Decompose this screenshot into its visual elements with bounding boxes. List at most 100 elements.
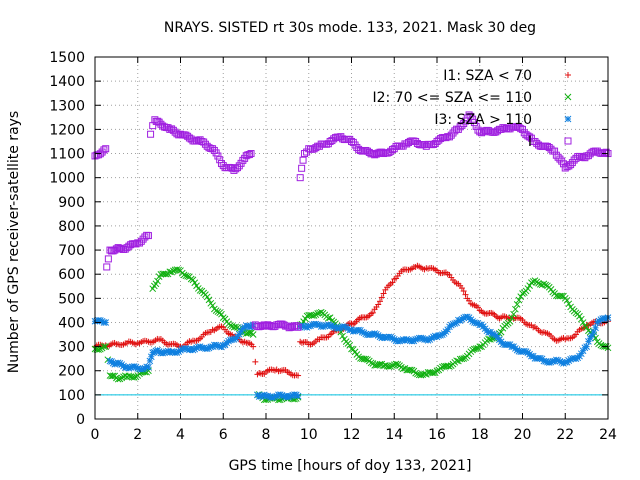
y-tick-label: 200 bbox=[58, 364, 85, 380]
data-point bbox=[517, 125, 525, 133]
data-point bbox=[203, 142, 211, 150]
y-tick-label: 600 bbox=[58, 267, 85, 283]
y-tick-label: 0 bbox=[76, 412, 85, 428]
x-tick-label: 18 bbox=[471, 427, 489, 443]
data-point bbox=[460, 355, 468, 362]
x-tick-label: 10 bbox=[300, 427, 318, 443]
data-point bbox=[292, 322, 300, 330]
data-point bbox=[506, 125, 514, 133]
data-point bbox=[289, 323, 297, 331]
data-point bbox=[173, 130, 181, 138]
data-point bbox=[472, 345, 480, 352]
data-point bbox=[381, 362, 389, 369]
data-point bbox=[314, 310, 322, 317]
data-point bbox=[114, 375, 122, 383]
data-point bbox=[524, 132, 532, 140]
data-point bbox=[375, 301, 382, 308]
data-point bbox=[258, 322, 266, 330]
data-point bbox=[324, 314, 332, 322]
data-point bbox=[581, 154, 589, 162]
data-point bbox=[380, 290, 387, 297]
data-point bbox=[295, 372, 302, 379]
data-point bbox=[116, 375, 124, 383]
data-point bbox=[193, 137, 201, 145]
data-point bbox=[250, 343, 257, 350]
data-point bbox=[100, 343, 108, 350]
data-point bbox=[558, 292, 566, 300]
data-point bbox=[216, 156, 224, 164]
data-point bbox=[155, 118, 163, 126]
data-point bbox=[232, 323, 240, 331]
data-point bbox=[446, 363, 453, 370]
data-point bbox=[209, 145, 217, 153]
data-point bbox=[300, 150, 308, 158]
data-point bbox=[597, 341, 605, 349]
data-point bbox=[266, 321, 274, 329]
data-point bbox=[136, 239, 144, 247]
data-point bbox=[358, 147, 366, 155]
data-point bbox=[339, 135, 347, 143]
data-point bbox=[374, 149, 382, 157]
data-point bbox=[127, 241, 135, 249]
data-point bbox=[392, 360, 400, 368]
data-point bbox=[162, 270, 170, 278]
data-point bbox=[412, 369, 419, 377]
data-point bbox=[159, 122, 167, 130]
data-point bbox=[479, 128, 487, 136]
x-tick-label: 22 bbox=[556, 427, 574, 443]
data-point bbox=[367, 359, 375, 367]
data-point bbox=[278, 320, 286, 328]
y-tick-label: 500 bbox=[58, 291, 85, 307]
data-point bbox=[576, 312, 583, 320]
data-point bbox=[372, 150, 380, 158]
data-point bbox=[430, 369, 437, 377]
data-point bbox=[556, 155, 564, 163]
series-3 bbox=[91, 313, 612, 401]
data-point bbox=[116, 244, 124, 252]
data-point bbox=[399, 142, 407, 150]
data-point bbox=[369, 150, 377, 158]
legend: I1: SZA < 70 I2: 70 <= SZA <= 110 I3: SZA … bbox=[372, 68, 572, 150]
x-tick-label: 14 bbox=[385, 427, 403, 443]
data-point bbox=[421, 370, 428, 378]
data-point bbox=[572, 154, 580, 162]
data-point bbox=[251, 321, 259, 329]
data-point bbox=[100, 146, 108, 154]
data-point bbox=[298, 164, 306, 172]
y-tick-label: 700 bbox=[58, 243, 85, 259]
data-point bbox=[147, 130, 155, 138]
data-point bbox=[214, 308, 222, 316]
data-point bbox=[104, 255, 112, 263]
data-point bbox=[139, 235, 147, 243]
data-point bbox=[472, 122, 480, 130]
data-point bbox=[283, 322, 291, 330]
x-tick-label: 16 bbox=[428, 427, 446, 443]
data-point bbox=[465, 111, 473, 119]
data-point bbox=[252, 358, 259, 365]
x-tick-label: 0 bbox=[91, 427, 100, 443]
data-point bbox=[339, 332, 346, 340]
data-point bbox=[130, 374, 138, 381]
data-point bbox=[310, 312, 318, 319]
data-point bbox=[260, 321, 268, 329]
data-point bbox=[600, 149, 608, 157]
data-point bbox=[593, 147, 601, 155]
data-point bbox=[506, 318, 514, 325]
data-point bbox=[449, 129, 457, 137]
data-point bbox=[453, 357, 460, 365]
y-tick-label: 900 bbox=[58, 195, 85, 211]
data-point bbox=[326, 314, 334, 321]
data-point bbox=[508, 314, 516, 321]
data-point bbox=[387, 363, 395, 370]
data-point bbox=[235, 162, 243, 170]
data-point bbox=[144, 232, 152, 240]
axis-ticks: 0 2 4 6 8 10 12 14 16 18 20 22 240100200300400500600… bbox=[49, 50, 617, 443]
data-point bbox=[141, 233, 149, 241]
series-layer bbox=[91, 111, 612, 404]
data-point bbox=[460, 120, 468, 128]
data-point bbox=[351, 141, 359, 149]
data-point bbox=[170, 267, 177, 275]
data-point bbox=[469, 346, 476, 354]
x-tick-label: 12 bbox=[343, 427, 361, 443]
